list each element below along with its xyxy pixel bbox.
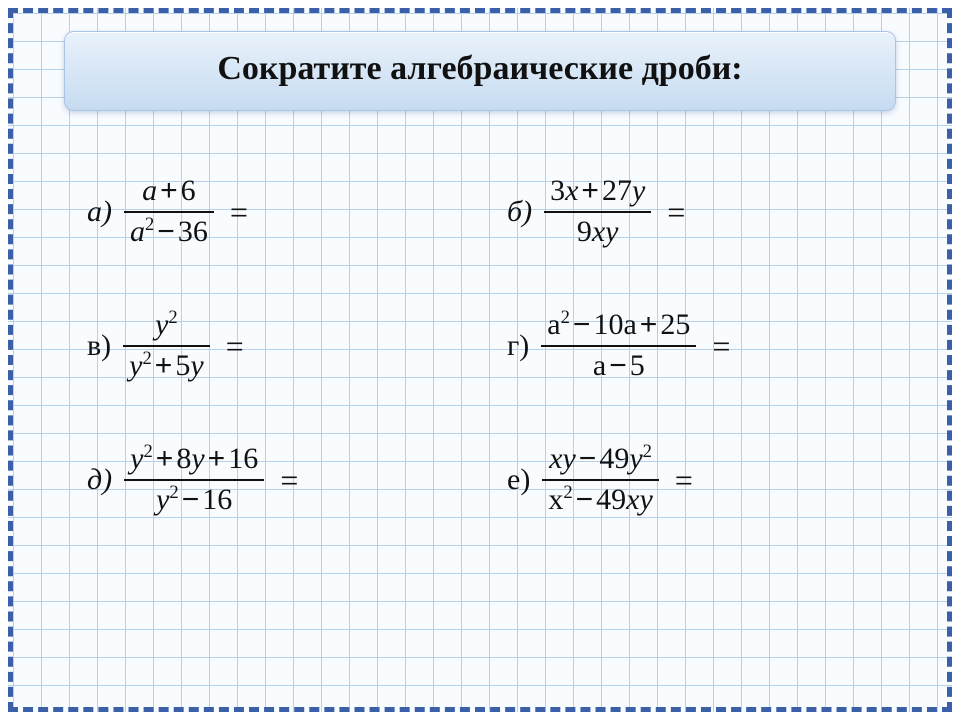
page-frame: Сократите алгебраические дроби: а) a+6 a… (0, 0, 960, 720)
problem-d-fraction: а2−10а+25 а−5 (541, 307, 696, 384)
problem-c-fraction: y2 y2+5y (123, 307, 209, 384)
fraction-bar (124, 211, 214, 213)
problem-c-denominator: y2+5y (123, 348, 209, 385)
problem-f-numerator: xy−49y2 (543, 441, 658, 478)
problems-area: а) a+6 a2−36 = б) 3x+27y 9xy = (37, 111, 923, 677)
problem-d-label: г) (507, 331, 529, 361)
problem-f: е) xy−49y2 х2−49xy = (507, 441, 694, 518)
problem-a-numerator: a+6 (136, 173, 202, 210)
problem-c-numerator: y2 (149, 307, 184, 344)
problem-b: б) 3x+27y 9xy = (507, 173, 687, 250)
equals-sign: = (224, 330, 246, 362)
problem-a-denominator: a2−36 (124, 214, 214, 251)
problem-f-label: е) (507, 465, 530, 495)
problem-d: г) а2−10а+25 а−5 = (507, 307, 732, 384)
problem-b-fraction: 3x+27y 9xy (544, 173, 651, 250)
problem-b-denominator: 9xy (571, 214, 625, 251)
problem-d-denominator: а−5 (587, 348, 651, 385)
grid-paper: Сократите алгебраические дроби: а) a+6 a… (8, 8, 952, 712)
problem-e: д) y2+8y+16 y2−16 = (87, 441, 300, 518)
problem-e-denominator: y2−16 (150, 482, 238, 519)
problem-c-label: в) (87, 331, 111, 361)
equals-sign: = (673, 464, 695, 496)
fraction-bar (542, 479, 658, 481)
problem-f-fraction: xy−49y2 х2−49xy (542, 441, 658, 518)
title-banner: Сократите алгебраические дроби: (64, 31, 897, 111)
problem-a-fraction: a+6 a2−36 (124, 173, 214, 250)
fraction-bar (123, 345, 209, 347)
problem-e-fraction: y2+8y+16 y2−16 (124, 441, 264, 518)
equals-sign: = (710, 330, 732, 362)
problem-a: а) a+6 a2−36 = (87, 173, 249, 250)
problem-e-label: д) (87, 465, 112, 495)
equals-sign: = (665, 196, 687, 228)
equals-sign: = (278, 464, 300, 496)
problem-a-label: а) (87, 197, 112, 227)
problem-e-numerator: y2+8y+16 (124, 441, 264, 478)
fraction-bar (124, 479, 264, 481)
problem-b-numerator: 3x+27y (544, 173, 651, 210)
problem-d-numerator: а2−10а+25 (541, 307, 696, 344)
problem-c: в) y2 y2+5y = (87, 307, 245, 384)
problem-b-label: б) (507, 197, 532, 227)
page-title: Сократите алгебраические дроби: (75, 50, 886, 88)
problem-f-denominator: х2−49xy (542, 482, 658, 519)
fraction-bar (541, 345, 696, 347)
equals-sign: = (228, 196, 250, 228)
fraction-bar (544, 211, 651, 213)
